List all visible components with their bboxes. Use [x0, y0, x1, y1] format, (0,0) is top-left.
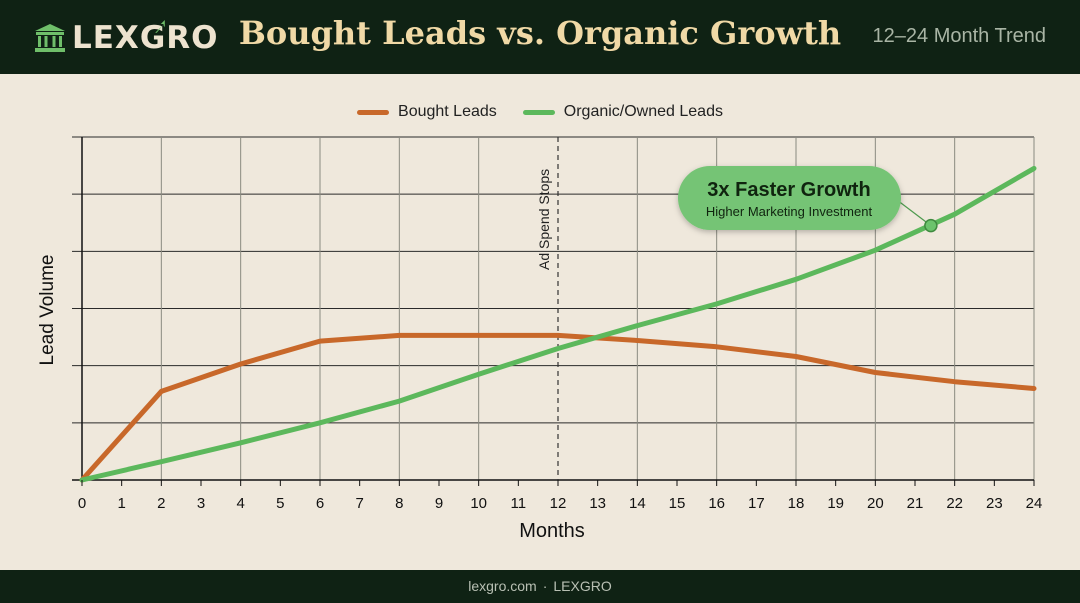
x-tick-label: 6	[316, 495, 324, 512]
x-tick-label: 7	[355, 495, 363, 512]
x-tick-label: 3	[197, 495, 205, 512]
x-tick-label: 19	[827, 495, 844, 512]
x-axis-label: Months	[519, 520, 585, 542]
x-tick-label: 5	[276, 495, 284, 512]
legend-swatch-organic	[522, 109, 555, 115]
x-tick-label: 0	[78, 495, 86, 512]
footer-site-link[interactable]: lexgro.com	[468, 578, 537, 594]
y-axis-label: Lead Volume	[37, 255, 58, 366]
bank-building-icon	[35, 24, 65, 52]
legend-label-bought: Bought Leads	[398, 103, 497, 120]
callout-marker	[924, 218, 938, 233]
x-tick-label: 14	[629, 495, 646, 512]
page-subtitle: 12–24 Month Trend	[872, 25, 1046, 47]
x-tick-label: 12	[550, 495, 567, 512]
x-tick-label: 9	[435, 495, 443, 512]
x-tick-label: 15	[669, 495, 686, 512]
x-tick-label: 21	[907, 495, 924, 512]
legend-swatch-bought	[357, 109, 390, 115]
growth-arrow-icon	[155, 20, 165, 33]
x-tick-label: 23	[986, 495, 1003, 512]
x-tick-label: 16	[708, 495, 725, 512]
ad-spend-stops-label: Ad Spend Stops	[536, 169, 552, 270]
callout-leader-line	[896, 199, 932, 227]
footer-bar: lexgro.com · LEXGRO	[0, 570, 1080, 603]
organic-leads-line	[79, 165, 1037, 483]
x-tick-label: 10	[470, 495, 487, 512]
callout-bubble	[678, 166, 901, 230]
x-tick-label: 18	[788, 495, 805, 512]
x-tick-label: 4	[236, 495, 244, 512]
x-tick-label: 11	[511, 495, 527, 512]
legend-item-bought: Bought Leads	[357, 103, 497, 121]
brand-name: LEXGRO	[72, 20, 219, 56]
callout-subtitle: Higher Marketing Investment	[706, 204, 873, 219]
chart-legend: Bought Leads Organic/Owned Leads	[0, 103, 1080, 121]
x-tick-label: 8	[395, 495, 403, 512]
line-chart: Ad Spend Stops 0 1 2 3 4 5 6 7 8 9 10 11 12 13 14 15 16 1…	[37, 136, 1043, 542]
bought-leads-line	[79, 332, 1037, 483]
footer-brand: LEXGRO	[553, 578, 612, 594]
brand-logo[interactable]: LEXGRO	[34, 18, 219, 58]
x-tick-label: 17	[748, 495, 765, 512]
x-tick-label: 2	[157, 495, 165, 512]
legend-item-organic: Organic/Owned Leads	[522, 103, 723, 121]
x-tick-label: 13	[589, 495, 606, 512]
legend-label-organic: Organic/Owned Leads	[563, 103, 723, 120]
x-tick-label: 1	[117, 495, 125, 512]
x-tick-label: 24	[1026, 495, 1043, 512]
page-title: Bought Leads vs. Organic Growth	[238, 14, 842, 52]
x-tick-label: 22	[946, 495, 963, 512]
callout-title: 3x Faster Growth	[707, 179, 870, 201]
header-bar: LEXGRO Bought Leads vs. Organic Growth 1…	[0, 0, 1080, 74]
footer-separator: ·	[542, 578, 548, 594]
x-tick-label: 20	[867, 495, 884, 512]
